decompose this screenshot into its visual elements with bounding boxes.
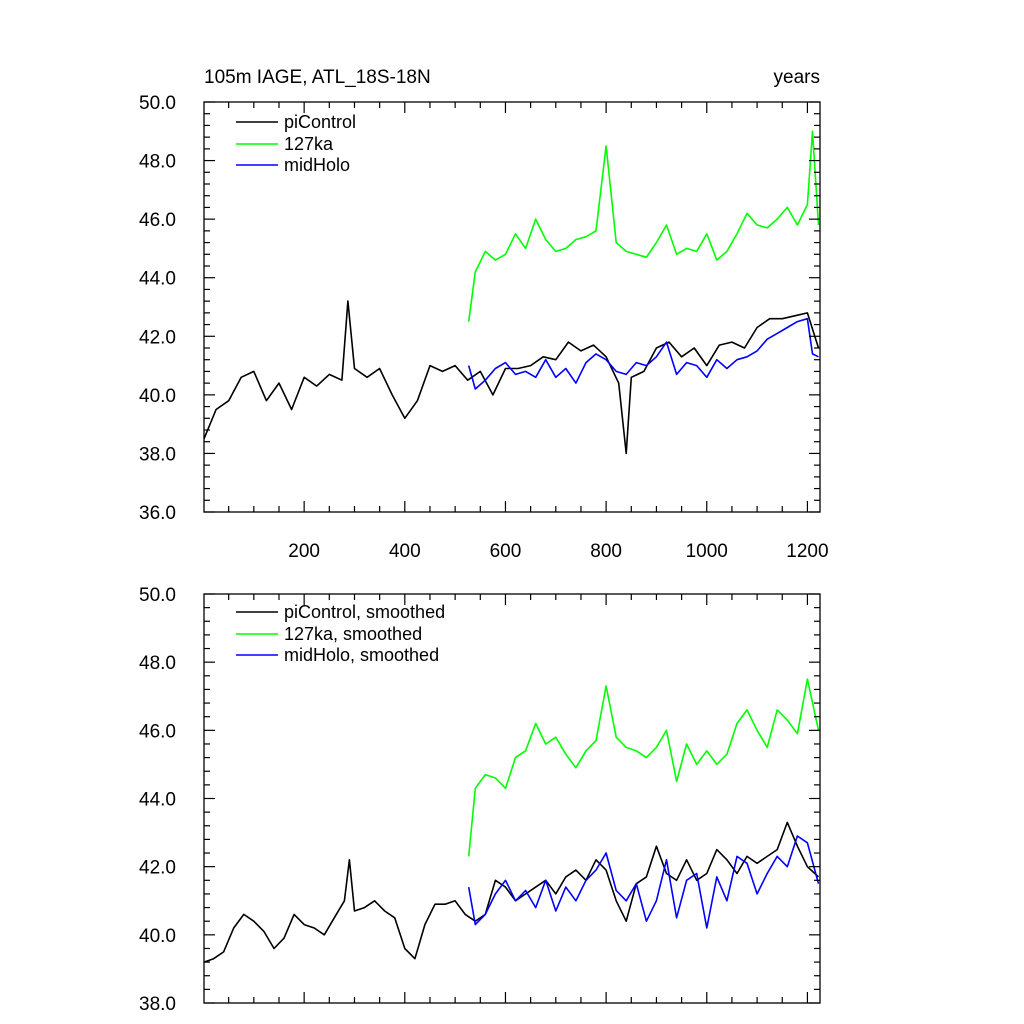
y-tick-label: 36.0 bbox=[139, 503, 176, 524]
series-line-picontrol-smoothed bbox=[203, 821, 820, 963]
series-line-midholo bbox=[467, 317, 819, 390]
top-axes: 36.0 38.0 40.0 42.0 44.0 46.0 48.0 50.0 200 400 60… bbox=[139, 93, 829, 562]
y-tick-label: 48.0 bbox=[139, 152, 176, 173]
legend-label-127ka-smoothed: 127ka, smoothed bbox=[284, 624, 422, 644]
plot-frame bbox=[203, 101, 821, 513]
series-line-midholo-smoothed bbox=[467, 835, 820, 929]
y-tick-label: 48.0 bbox=[139, 653, 176, 674]
legend-label-127ka: 127ka bbox=[284, 134, 334, 154]
x-tick-label: 800 bbox=[590, 541, 622, 562]
bottom-legend: piControl, smoothed 127ka, smoothed midH… bbox=[236, 602, 445, 665]
bottom-axes: 38.0 40.0 42.0 44.0 46.0 48.0 50.0 bbox=[139, 585, 821, 1015]
series-line-picontrol bbox=[203, 300, 820, 455]
y-tick-label: 42.0 bbox=[139, 327, 176, 348]
legend-label-picontrol: piControl bbox=[284, 112, 356, 132]
x-tick-label: 200 bbox=[288, 541, 320, 562]
y-tick-label: 50.0 bbox=[139, 585, 176, 606]
y-tick-label: 44.0 bbox=[139, 269, 176, 290]
legend-label-picontrol-smoothed: piControl, smoothed bbox=[284, 602, 445, 622]
y-tick-label: 40.0 bbox=[139, 386, 176, 407]
y-tick-label: 46.0 bbox=[139, 721, 176, 742]
top-panel-title: 105m IAGE, ATL_18S-18N bbox=[204, 67, 431, 88]
legend-label-midholo: midHolo bbox=[284, 155, 350, 175]
y-tick-label: 50.0 bbox=[139, 93, 176, 114]
series-line-127ka-smoothed bbox=[467, 678, 820, 857]
top-series-lines bbox=[203, 130, 820, 455]
y-tick-label: 46.0 bbox=[139, 210, 176, 231]
y-tick-label: 42.0 bbox=[139, 858, 176, 879]
y-tick-label: 38.0 bbox=[139, 994, 176, 1015]
y-tick-label: 44.0 bbox=[139, 790, 176, 811]
x-tick-label: 1200 bbox=[786, 541, 828, 562]
top-panel-units: years bbox=[774, 67, 820, 88]
series-line-127ka bbox=[467, 130, 820, 322]
bottom-panel: 38.0 40.0 42.0 44.0 46.0 48.0 50.0 piControl, … bbox=[139, 585, 821, 1015]
top-panel: 105m IAGE, ATL_18S-18N years 36.0 38.0 40.… bbox=[139, 67, 829, 562]
top-legend: piControl 127ka midHolo bbox=[236, 112, 356, 175]
x-tick-label: 1000 bbox=[686, 541, 728, 562]
x-tick-label: 400 bbox=[389, 541, 421, 562]
bottom-series-lines bbox=[203, 678, 820, 963]
x-tick-label: 600 bbox=[490, 541, 522, 562]
y-tick-label: 38.0 bbox=[139, 444, 176, 465]
y-tick-label: 40.0 bbox=[139, 926, 176, 947]
legend-label-midholo-smoothed: midHolo, smoothed bbox=[284, 645, 439, 665]
